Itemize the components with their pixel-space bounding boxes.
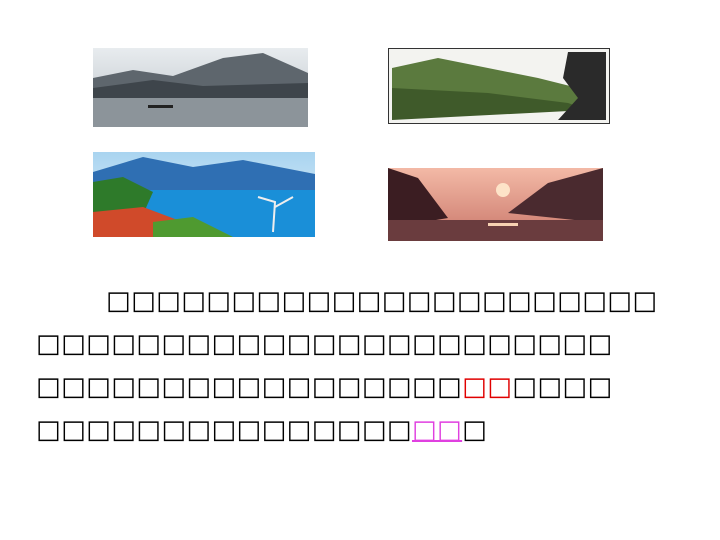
text-segment: □□□□□□□□□□□□□□□□□□□□□□□ — [36, 329, 613, 359]
photo-green-valley — [388, 48, 610, 124]
text-line: □□□□□□□□□□□□□□□□□□□□□□□ — [36, 323, 696, 366]
text-segment: □□□□ — [512, 372, 613, 402]
photo-lake-mist — [93, 48, 308, 127]
highlighted-text: □□ — [462, 372, 513, 402]
photo-sunset-gorge — [388, 168, 603, 241]
text-line: □□□□□□□□□□□□□□□□□□□□□□ — [36, 280, 696, 323]
text-line: □□□□□□□□□□□□□□□□□□ — [36, 409, 696, 452]
text-segment: □□□□□□□□□□□□□□□□□□□□□□ — [106, 286, 658, 316]
photo-blue-lake — [93, 152, 315, 237]
text-segment: □ — [462, 415, 488, 445]
paragraph: □□□□□□□□□□□□□□□□□□□□□□ □□□□□□□□□□□□□□□□□□… — [36, 280, 696, 452]
text-segment: □□□□□□□□□□□□□□□□□ — [36, 372, 463, 402]
text-line: □□□□□□□□□□□□□□□□□□□□□□□ — [36, 366, 696, 409]
text-segment: □□□□□□□□□□□□□□□ — [36, 415, 412, 445]
highlighted-text: □□ — [411, 415, 463, 445]
